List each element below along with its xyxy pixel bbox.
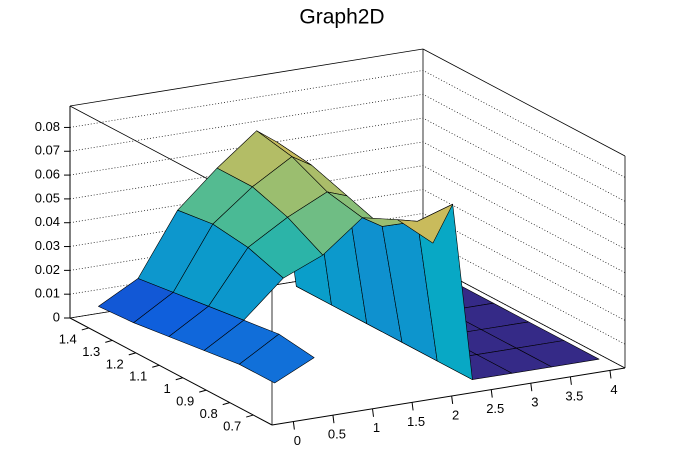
y-axis <box>69 317 273 426</box>
y-tick <box>152 364 160 368</box>
x-tick-label: 3 <box>531 395 538 410</box>
x-tick <box>411 402 414 411</box>
surface-cell <box>239 333 315 384</box>
z-tick-label: 0.08 <box>35 119 60 134</box>
x-tick-label: 2.5 <box>486 401 504 416</box>
y-tick-label: 1.3 <box>82 344 100 359</box>
y-tick-label: 0.7 <box>223 418 241 433</box>
z-tick-label: 0.05 <box>35 190 60 205</box>
y-tick <box>222 402 230 406</box>
x-tick-label: 1 <box>373 420 380 435</box>
x-axis <box>271 367 626 426</box>
x-tick-label: 1.5 <box>407 414 425 429</box>
x-tick <box>490 389 493 398</box>
z-tick-label: 0.02 <box>35 262 60 277</box>
x-tick <box>451 395 454 405</box>
y-tick-label: 0.9 <box>176 394 194 409</box>
y-tick <box>128 352 136 356</box>
box-edge <box>422 48 626 157</box>
y-tick <box>175 377 183 381</box>
y-tick-label: 0.8 <box>200 406 218 421</box>
y-tick-label: 1.4 <box>59 331 77 346</box>
y-tick-label: 1.1 <box>129 369 147 384</box>
x-tick-label: 3.5 <box>565 388 583 403</box>
box-edge <box>69 48 424 107</box>
y-tick <box>105 339 113 343</box>
x-tick <box>569 376 572 385</box>
y-tick-label: 1 <box>164 381 171 396</box>
x-tick <box>609 370 612 379</box>
x-tick <box>372 408 375 417</box>
y-tick <box>246 414 254 418</box>
x-tick <box>530 383 533 392</box>
y-tick <box>81 327 89 331</box>
y-tick <box>199 389 207 393</box>
z-tick-label: 0.06 <box>35 167 60 182</box>
x-tick <box>332 415 335 424</box>
surface-cell <box>397 203 454 244</box>
z-tick-label: 0 <box>53 309 60 324</box>
y-tick-label: 1.2 <box>106 356 124 371</box>
x-tick-label: 0 <box>294 433 301 448</box>
x-tick-label: 0.5 <box>328 427 346 442</box>
z-tick-label: 0.01 <box>35 286 60 301</box>
z-tick-label: 0.03 <box>35 238 60 253</box>
z-tick-label: 0.04 <box>35 214 60 229</box>
chart-title: Graph2D <box>299 6 384 29</box>
x-tick-label: 2 <box>452 407 459 422</box>
x-tick-label: 4 <box>610 382 617 397</box>
x-tick <box>292 421 295 430</box>
z-tick-label: 0.07 <box>35 143 60 158</box>
